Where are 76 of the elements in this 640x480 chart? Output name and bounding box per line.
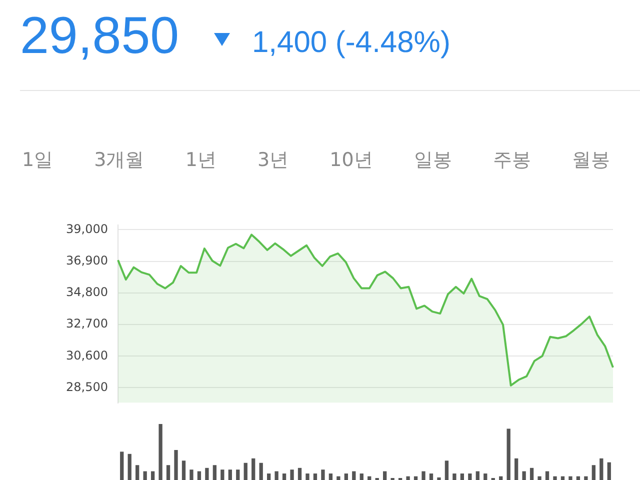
text: 3년 [257,148,289,173]
bar [607,462,611,480]
bar [290,470,294,480]
bar [522,471,526,480]
text: 주봉 [492,148,531,173]
bar [506,428,510,480]
bar [274,471,278,480]
bar [468,474,472,480]
bar [259,462,263,480]
bar [212,465,217,480]
bar [360,474,364,480]
bar [136,465,140,480]
bar [576,476,580,480]
bar [220,470,224,480]
bar [182,460,186,480]
bar [422,471,426,480]
bar [228,470,232,480]
y-tick-label: 39,000 [66,222,108,236]
bar [592,465,596,480]
bar [128,454,132,480]
bar [444,460,449,480]
bar [553,476,557,480]
bar [197,471,202,480]
text: 3개월 [94,148,144,173]
bar [166,465,170,480]
y-tick-label: 32,700 [66,316,108,331]
bar [545,471,550,480]
text: 월봉 [572,148,610,173]
bar [584,476,588,480]
bar [368,476,372,480]
bar [174,450,178,480]
bar [484,474,488,480]
bar [460,474,464,480]
bar [190,470,194,480]
bar [244,462,248,480]
bar [429,474,434,480]
y-tick-label: 36,900 [66,253,108,268]
bar [158,424,162,480]
bar [560,476,565,480]
bar [383,471,387,480]
bar [600,458,604,480]
bar [344,474,348,480]
bar [352,471,356,480]
text: 일봉 [414,148,452,173]
bar [252,458,256,480]
bar [328,474,333,480]
bar [143,471,147,480]
chart-title: 29,850 [20,6,180,66]
bar [514,458,518,480]
y-tick-label: 30,600 [66,348,108,362]
bar [306,474,310,480]
y-tick-label: 34,800 [66,285,108,300]
bar [476,471,480,480]
y-tick-label: 28,500 [66,380,108,394]
bar [282,474,286,480]
bar [205,468,209,480]
bar [530,468,534,480]
bar [538,476,542,480]
text: 1일 [22,148,54,173]
chart-subtitle: 1,400 (-4.48%) [252,25,450,61]
bar [298,468,302,480]
bar [266,474,271,480]
bar [313,474,318,480]
bar [568,476,572,480]
bar [321,470,325,480]
bar [414,476,418,480]
bar [452,474,456,480]
bar [236,470,240,480]
bar [150,471,155,480]
bar [120,452,124,480]
bar [336,476,340,480]
text: 1년 [185,148,216,173]
text: 10년 [330,148,373,173]
bar [406,476,410,480]
bar [437,477,441,480]
bar [499,476,503,480]
